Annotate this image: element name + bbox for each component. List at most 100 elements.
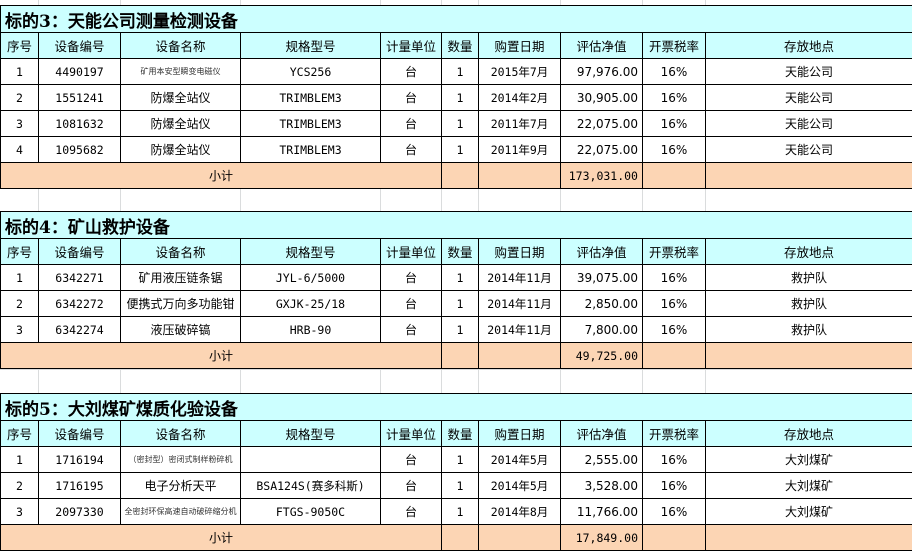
column-header[interactable]: 数量 [441, 420, 479, 447]
table-cell[interactable]: 1 [441, 58, 479, 85]
table-cell[interactable] [441, 162, 479, 189]
table-cell[interactable]: 电子分析天平 [120, 472, 241, 499]
table-cell[interactable]: 2014年11月 [478, 316, 561, 343]
table-cell[interactable]: 1 [0, 446, 39, 473]
column-header[interactable]: 设备名称 [120, 420, 241, 447]
table-cell[interactable]: 2014年11月 [478, 264, 561, 291]
subtotal-label[interactable]: 小计 [0, 524, 442, 551]
table-cell[interactable]: 16% [642, 446, 706, 473]
table-cell[interactable]: 2 [0, 84, 39, 111]
column-header[interactable]: 评估净值 [560, 420, 643, 447]
table-cell[interactable]: 防爆全站仪 [120, 110, 241, 137]
column-header[interactable]: 序号 [0, 238, 39, 265]
table-cell[interactable]: 2014年5月 [478, 472, 561, 499]
table-cell[interactable]: 3 [0, 110, 39, 137]
table-cell[interactable]: 7,800.00 [560, 316, 643, 343]
table-cell[interactable]: （密封型）密闭式制样粉碎机 [120, 446, 241, 473]
column-header[interactable]: 购置日期 [478, 32, 561, 59]
table-cell[interactable]: 台 [380, 446, 442, 473]
table-cell[interactable]: 全密封环保高速自动破碎缩分机 [120, 498, 241, 525]
table-cell[interactable]: 2011年7月 [478, 110, 561, 137]
column-header[interactable]: 存放地点 [704, 32, 912, 59]
table-cell[interactable]: 6342274 [38, 316, 121, 343]
column-header[interactable]: 序号 [0, 420, 39, 447]
table-cell[interactable]: 2 [0, 290, 39, 317]
table-cell[interactable]: 台 [380, 264, 442, 291]
table-cell[interactable]: 6342271 [38, 264, 121, 291]
table-cell[interactable]: 便携式万向多功能钳 [120, 290, 241, 317]
column-header[interactable]: 规格型号 [240, 238, 381, 265]
table-cell[interactable]: 16% [642, 84, 706, 111]
table-cell[interactable]: 4 [0, 136, 39, 163]
table-cell[interactable]: 1 [441, 498, 479, 525]
subtotal-value[interactable]: 173,031.00 [560, 162, 643, 189]
table-cell[interactable]: 大刘煤矿 [704, 472, 912, 499]
table-cell[interactable]: 4490197 [38, 58, 121, 85]
table-cell[interactable]: 台 [380, 472, 442, 499]
table-cell[interactable]: 天能公司 [704, 58, 912, 85]
table-cell[interactable] [478, 524, 561, 551]
column-header[interactable]: 评估净值 [560, 238, 643, 265]
table-cell[interactable]: 2011年9月 [478, 136, 561, 163]
table-cell[interactable]: 16% [642, 290, 706, 317]
table-cell[interactable] [441, 524, 479, 551]
section-title[interactable]: 标的5：大刘煤矿煤质化验设备 [0, 393, 912, 421]
table-cell[interactable]: 2014年8月 [478, 498, 561, 525]
table-cell[interactable]: 2 [0, 472, 39, 499]
section-title[interactable]: 标的4：矿山救护设备 [0, 211, 912, 239]
table-cell[interactable]: 天能公司 [704, 84, 912, 111]
table-cell[interactable]: YCS256 [240, 58, 381, 85]
subtotal-label[interactable]: 小计 [0, 342, 442, 369]
table-cell[interactable]: 16% [642, 136, 706, 163]
table-cell[interactable]: 2,555.00 [560, 446, 643, 473]
table-cell[interactable] [478, 342, 561, 369]
table-cell[interactable]: 1 [441, 136, 479, 163]
table-cell[interactable]: 1 [441, 472, 479, 499]
column-header[interactable]: 设备编号 [38, 238, 121, 265]
table-cell[interactable]: 救护队 [705, 316, 912, 343]
table-cell[interactable]: 1 [441, 84, 479, 111]
table-cell[interactable] [704, 162, 912, 189]
table-cell[interactable]: 16% [642, 264, 706, 291]
table-cell[interactable]: 台 [380, 498, 442, 525]
table-cell[interactable]: 2,850.00 [560, 290, 643, 317]
table-cell[interactable]: 3 [0, 316, 39, 343]
table-cell[interactable]: 2014年2月 [478, 84, 561, 111]
table-cell[interactable] [240, 446, 381, 473]
column-header[interactable]: 数量 [441, 238, 479, 265]
table-cell[interactable]: 大刘煤矿 [704, 498, 912, 525]
table-cell[interactable]: 1 [441, 110, 479, 137]
table-cell[interactable]: 1716195 [38, 472, 121, 499]
table-cell[interactable]: 大刘煤矿 [704, 446, 912, 473]
table-cell[interactable]: 16% [642, 316, 706, 343]
table-cell[interactable]: 台 [380, 58, 442, 85]
table-cell[interactable]: 液压破碎镐 [120, 316, 241, 343]
table-cell[interactable]: 30,905.00 [560, 84, 643, 111]
table-cell[interactable]: 6342272 [38, 290, 121, 317]
table-cell[interactable]: 1551241 [38, 84, 121, 111]
subtotal-value[interactable]: 49,725.00 [560, 342, 643, 369]
table-cell[interactable]: 台 [380, 316, 442, 343]
table-cell[interactable]: 救护队 [705, 290, 912, 317]
table-cell[interactable]: 1 [441, 316, 479, 343]
column-header[interactable]: 开票税率 [642, 238, 706, 265]
table-cell[interactable]: 22,075.00 [560, 110, 643, 137]
column-header[interactable]: 数量 [441, 32, 479, 59]
table-cell[interactable]: HRB-90 [240, 316, 381, 343]
subtotal-label[interactable]: 小计 [0, 162, 442, 189]
table-cell[interactable]: 16% [642, 58, 706, 85]
table-cell[interactable] [478, 162, 561, 189]
table-cell[interactable]: 1 [441, 446, 479, 473]
column-header[interactable]: 计量单位 [380, 32, 442, 59]
table-cell[interactable]: 3,528.00 [560, 472, 643, 499]
table-cell[interactable]: 11,766.00 [560, 498, 643, 525]
table-cell[interactable]: 1716194 [38, 446, 121, 473]
table-cell[interactable]: 1 [441, 264, 479, 291]
table-cell[interactable]: 天能公司 [704, 136, 912, 163]
table-cell[interactable]: BSA124S(赛多科斯) [240, 472, 381, 499]
table-cell[interactable] [642, 342, 706, 369]
table-cell[interactable]: 1 [0, 264, 39, 291]
column-header[interactable]: 规格型号 [240, 32, 381, 59]
table-cell[interactable]: FTGS-9050C [240, 498, 381, 525]
table-cell[interactable]: TRIMBLEM3 [240, 110, 381, 137]
